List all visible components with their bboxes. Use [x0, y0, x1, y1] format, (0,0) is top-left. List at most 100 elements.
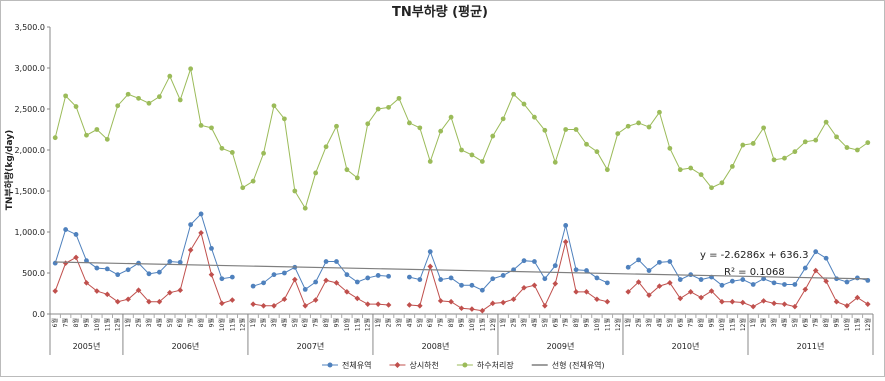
x-tick-label: 10월 — [468, 318, 476, 331]
data-point — [125, 91, 131, 97]
data-point — [521, 284, 527, 291]
data-point — [94, 127, 100, 132]
data-point — [156, 94, 162, 100]
data-point — [261, 280, 266, 286]
x-tick-label: 9월 — [458, 318, 466, 327]
data-point — [344, 167, 350, 173]
data-point — [198, 123, 204, 128]
data-point — [323, 277, 329, 284]
x-tick-label: 4월 — [530, 318, 538, 327]
y-tick-label: 2,500.0 — [14, 105, 45, 114]
data-point — [84, 132, 89, 138]
data-point — [375, 301, 381, 307]
data-point — [844, 279, 850, 285]
data-point — [333, 280, 340, 286]
data-point — [563, 127, 569, 132]
data-point — [292, 188, 298, 194]
data-point — [344, 272, 350, 278]
data-point — [417, 303, 423, 309]
data-point — [167, 73, 173, 79]
data-point — [552, 280, 559, 287]
series-line — [54, 231, 869, 312]
x-tick-label: 3월 — [520, 318, 528, 327]
data-point — [334, 259, 339, 264]
data-point — [250, 178, 256, 184]
data-point — [459, 147, 464, 153]
x-group-label: 2009년 — [547, 341, 575, 351]
data-point — [833, 298, 840, 305]
data-point — [469, 306, 475, 312]
data-point — [438, 277, 444, 282]
data-point — [229, 274, 235, 280]
x-tick-label: 7월 — [187, 318, 195, 327]
data-point — [229, 150, 235, 155]
data-point — [177, 97, 183, 103]
data-point — [646, 268, 652, 273]
data-point — [864, 301, 871, 307]
data-point — [188, 222, 194, 228]
data-point — [562, 239, 569, 245]
data-point — [511, 91, 516, 97]
data-point — [73, 232, 79, 237]
x-tick-label: 8월 — [72, 318, 80, 327]
data-point — [542, 127, 548, 133]
x-tick-label: 12월 — [239, 318, 247, 331]
data-point — [740, 277, 746, 282]
data-point — [604, 167, 610, 173]
data-point — [229, 297, 236, 303]
data-point — [625, 289, 631, 295]
data-point — [396, 95, 402, 101]
x-tick-label: 10월 — [718, 318, 726, 331]
data-point — [761, 125, 767, 131]
data-point — [156, 298, 163, 305]
x-tick-label: 11월 — [228, 318, 236, 331]
x-tick-label: 7월 — [562, 318, 570, 327]
x-tick-label: 6월 — [301, 318, 309, 327]
annotation: y = -2.6286x + 636.3 — [700, 250, 809, 261]
data-point — [365, 121, 371, 127]
x-tick-label: 11월 — [478, 318, 486, 331]
data-point — [771, 300, 777, 307]
data-point — [490, 133, 496, 139]
data-point — [375, 273, 381, 278]
data-point — [417, 277, 423, 282]
series-line — [54, 213, 868, 291]
x-tick-label: 12월 — [114, 318, 122, 331]
data-point — [719, 180, 725, 186]
data-point — [302, 303, 309, 309]
data-point — [354, 295, 361, 302]
y-tick-label: 1,000.0 — [14, 228, 45, 237]
y-tick-label: 1,500.0 — [14, 187, 45, 196]
data-point — [334, 123, 339, 129]
x-tick-label: 3월 — [770, 318, 778, 327]
data-point — [625, 264, 631, 270]
data-point — [813, 137, 819, 143]
y-tick-label: 3,500.0 — [14, 23, 45, 32]
data-point — [844, 303, 850, 309]
data-point — [802, 286, 809, 293]
data-point — [219, 145, 225, 151]
data-point — [115, 103, 121, 109]
data-point — [739, 299, 746, 306]
x-tick-label: 12월 — [364, 318, 372, 331]
data-point — [208, 271, 215, 278]
data-point — [448, 275, 454, 281]
data-point — [802, 265, 808, 271]
data-point — [479, 287, 485, 293]
data-point — [500, 116, 506, 122]
data-point — [750, 303, 756, 310]
x-tick-label: 2월 — [510, 318, 518, 327]
data-point — [427, 263, 434, 270]
data-point — [636, 257, 642, 263]
data-point — [271, 103, 277, 109]
data-point — [354, 279, 360, 285]
data-point — [146, 100, 152, 106]
x-group-label: 2006년 — [172, 341, 200, 351]
data-point — [281, 116, 287, 122]
data-point — [479, 159, 485, 164]
data-point — [677, 277, 683, 282]
data-point — [209, 125, 214, 131]
data-point — [594, 275, 600, 281]
x-tick-label: 4월 — [655, 318, 663, 327]
x-tick-label: 4월 — [780, 318, 788, 327]
